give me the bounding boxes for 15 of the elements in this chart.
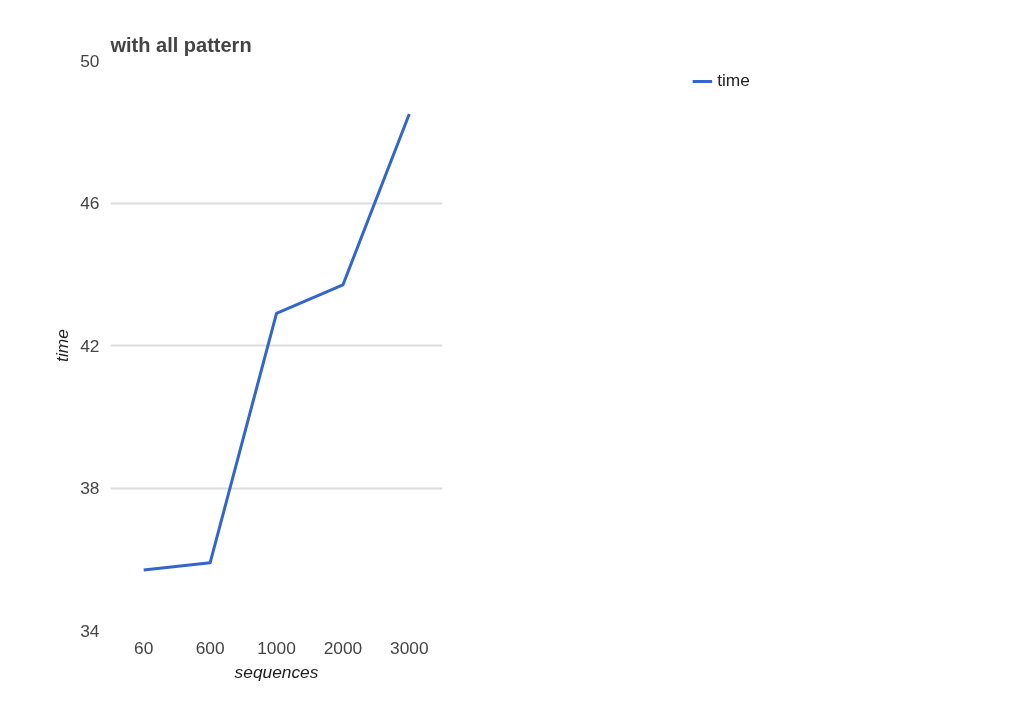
x-tick-label: 2000 [323, 637, 363, 658]
y-tick-label: 38 [80, 478, 100, 498]
y-tick-label: 50 [80, 50, 100, 71]
x-tick-label: 600 [195, 637, 225, 658]
line-series [142, 112, 411, 572]
y-tick-label: 46 [80, 193, 100, 213]
x-tick-label: 1000 [257, 637, 296, 658]
y-tick-label: 42 [80, 335, 100, 356]
y-tick-label: 34 [80, 620, 100, 641]
x-tick-label: 3000 [390, 637, 429, 658]
y-axis-title: time [52, 329, 73, 362]
legend-label: time [717, 70, 750, 91]
chart-title: with all pattern [109, 33, 252, 56]
x-tick-label: 60 [134, 637, 154, 658]
x-axis-title: sequences [234, 661, 319, 682]
